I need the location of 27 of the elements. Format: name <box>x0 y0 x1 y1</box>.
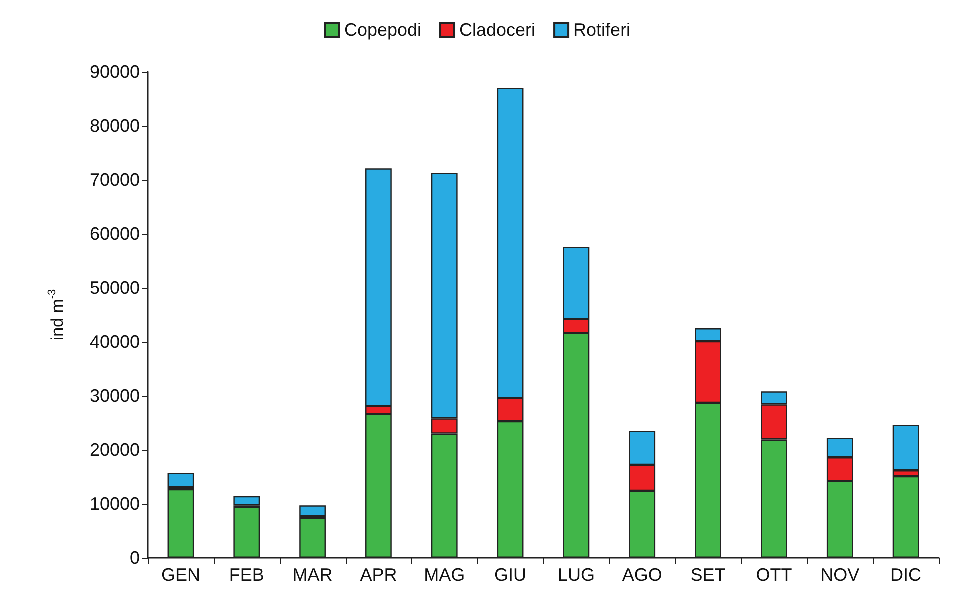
x-tick-label: MAR <box>292 565 333 585</box>
y-tick-label: 40000 <box>90 332 140 352</box>
legend-label: Copepodi <box>344 20 422 40</box>
y-tick-label: 10000 <box>90 494 140 514</box>
y-tick-label: 30000 <box>90 386 140 406</box>
legend-label: Rotiferi <box>574 20 631 40</box>
y-tick-label: 70000 <box>90 170 140 190</box>
x-tick-label: GEN <box>161 565 200 585</box>
x-tick-label: DIC <box>890 565 922 585</box>
x-tick-label: AGO <box>622 565 662 585</box>
x-tick-label: FEB <box>229 565 264 585</box>
bar <box>168 473 194 488</box>
y-tick-label: 90000 <box>90 62 140 82</box>
y-axis-title: ind m-3 <box>46 289 67 341</box>
y-tick-label: 20000 <box>90 440 140 460</box>
y-tick-label: 60000 <box>90 224 140 244</box>
x-tick-label: MAG <box>424 565 466 585</box>
y-tick-label: 80000 <box>90 116 140 136</box>
y-tick-label: 50000 <box>90 278 140 298</box>
x-tick-label: SET <box>690 565 726 585</box>
y-tick-label: 0 <box>130 548 140 568</box>
legend-label: Cladoceri <box>460 20 536 40</box>
x-tick-label: LUG <box>558 565 595 585</box>
x-tick-label: NOV <box>820 565 860 585</box>
x-tick-label: GIU <box>494 565 527 585</box>
x-tick-label: APR <box>360 565 398 585</box>
x-tick-label: OTT <box>756 565 792 585</box>
